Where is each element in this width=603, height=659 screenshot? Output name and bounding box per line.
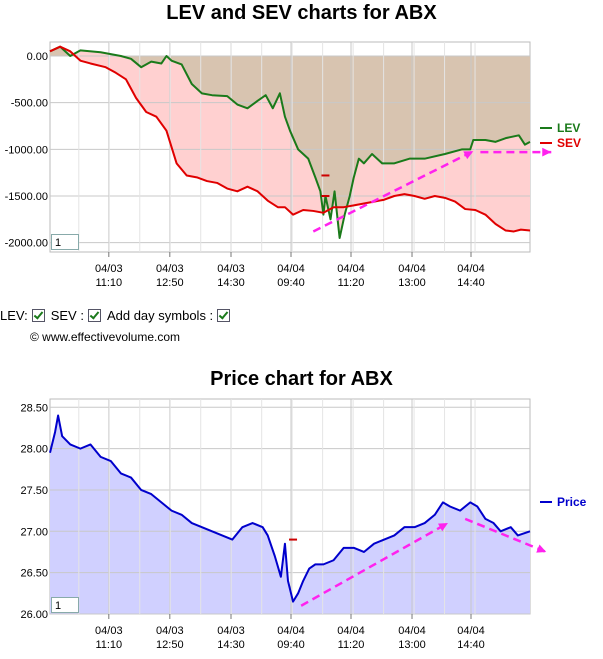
x-tick-date: 04/04 bbox=[277, 263, 305, 275]
day-symbols-label: Add day symbols : bbox=[106, 308, 214, 323]
y-tick-label: -500.00 bbox=[11, 98, 48, 110]
lev-fill-area bbox=[50, 46, 530, 238]
sev-series-line bbox=[49, 45, 531, 233]
x-tick-date: 04/03 bbox=[156, 263, 184, 275]
price-series-line bbox=[49, 414, 531, 603]
legend-label: Price bbox=[557, 495, 587, 509]
trend-arrowhead bbox=[536, 544, 547, 553]
y-tick-label: 0.00 bbox=[27, 51, 48, 63]
y-tick-label: -1500.00 bbox=[5, 191, 48, 203]
y-tick-label: 28.50 bbox=[20, 402, 48, 414]
x-tick-time: 14:30 bbox=[217, 639, 245, 651]
x-tick-date: 04/03 bbox=[217, 625, 245, 637]
x-tick-time: 14:40 bbox=[457, 277, 485, 289]
trend-arrow bbox=[464, 517, 547, 554]
x-tick-time: 11:20 bbox=[338, 277, 365, 289]
legend-label: SEV bbox=[557, 136, 581, 150]
x-tick-time: 14:40 bbox=[457, 639, 485, 651]
trend-arrow bbox=[312, 150, 474, 233]
lev-sev-chart: 0.00 -500.00 -1000.00 -1500.00 -2000.00 04/03… bbox=[5, 41, 581, 289]
price-zoom-box[interactable]: 1 bbox=[51, 597, 79, 613]
x-tick-date: 04/03 bbox=[95, 263, 123, 275]
price-chart: 28.50 28.00 27.50 27.00 26.50 26.00 04/03 11:10… bbox=[20, 398, 587, 651]
y-tick-label: -1000.00 bbox=[5, 144, 48, 156]
trend-arrowhead bbox=[542, 147, 552, 157]
lev-series-line bbox=[49, 45, 531, 239]
y-tick-label: 26.50 bbox=[20, 568, 48, 580]
x-tick-time: 13:00 bbox=[398, 639, 426, 651]
x-tick-date: 04/03 bbox=[95, 625, 123, 637]
x-tick-time: 09:40 bbox=[277, 639, 305, 651]
x-tick-time: 12:50 bbox=[156, 639, 184, 651]
trend-arrowhead bbox=[437, 523, 448, 532]
x-tick-time: 12:50 bbox=[156, 277, 184, 289]
trend-arrowhead bbox=[463, 151, 474, 160]
lev-sev-zoom-box[interactable]: 1 bbox=[51, 234, 79, 250]
x-tick-date: 04/04 bbox=[398, 263, 426, 275]
sev-checkbox[interactable] bbox=[87, 309, 101, 322]
sev-toggle-label: SEV : bbox=[50, 308, 84, 323]
y-tick-label: -2000.00 bbox=[5, 238, 48, 250]
x-tick-time: 13:00 bbox=[398, 277, 426, 289]
lev-sev-chart-title: LEV and SEV charts for ABX bbox=[166, 2, 437, 24]
y-tick-label: 28.00 bbox=[20, 444, 48, 456]
day-symbols-checkbox[interactable] bbox=[217, 309, 231, 322]
y-tick-label: 26.00 bbox=[20, 609, 48, 621]
x-tick-date: 04/04 bbox=[337, 263, 365, 275]
x-tick-time: 14:30 bbox=[217, 277, 245, 289]
y-tick-label: 27.50 bbox=[20, 485, 48, 497]
x-tick-time: 09:40 bbox=[277, 277, 305, 289]
x-tick-date: 04/04 bbox=[457, 625, 485, 637]
x-tick-date: 04/04 bbox=[277, 625, 305, 637]
trend-arrow bbox=[300, 521, 449, 607]
copyright-text[interactable]: © www.effectivevolume.com bbox=[30, 330, 181, 344]
x-tick-time: 11:10 bbox=[95, 277, 122, 289]
x-tick-date: 04/03 bbox=[217, 263, 245, 275]
x-tick-date: 04/04 bbox=[457, 263, 485, 275]
lev-checkbox[interactable] bbox=[31, 309, 45, 322]
y-tick-label: 27.00 bbox=[20, 526, 48, 538]
x-tick-date: 04/04 bbox=[398, 625, 426, 637]
x-tick-time: 11:20 bbox=[338, 639, 365, 651]
x-tick-date: 04/03 bbox=[156, 625, 184, 637]
chart-controls: LEV: SEV : Add day symbols : bbox=[0, 308, 236, 323]
x-tick-time: 11:10 bbox=[95, 639, 122, 651]
legend-label: LEV bbox=[557, 121, 580, 135]
lev-toggle-label: LEV: bbox=[0, 308, 28, 323]
price-chart-title: Price chart for ABX bbox=[210, 368, 393, 390]
x-tick-date: 04/04 bbox=[337, 625, 365, 637]
